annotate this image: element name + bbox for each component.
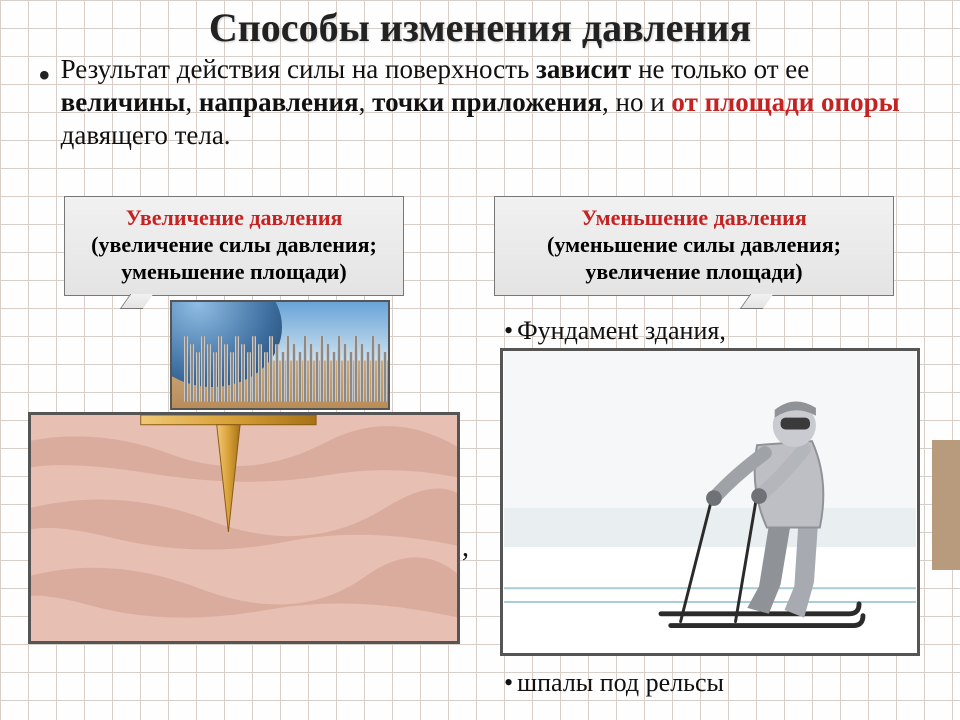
needle-icon [207, 344, 211, 402]
lead-b2: величины [61, 87, 186, 117]
needle-icon [377, 344, 381, 402]
needle-icon [247, 352, 251, 402]
needle-icon [303, 336, 307, 402]
stray-comma: , [462, 532, 469, 564]
wedge-svg [31, 415, 457, 641]
needle-icon [235, 336, 239, 402]
needle-icon [326, 344, 330, 402]
needle-icon [258, 344, 262, 402]
bullet-foundation-text: Фундаменt здания, [517, 316, 726, 346]
needle-icon [286, 336, 290, 402]
lead-bullet-dot: • [38, 57, 51, 93]
skier-svg [503, 351, 917, 653]
needle-icon [190, 344, 194, 402]
needle-icon [218, 336, 222, 402]
callout-left-line1: Увеличение давления [73, 205, 395, 232]
needle-icon [371, 336, 375, 402]
lead-p5: , но и [602, 87, 671, 117]
lead-emphasis: от площади опоры [671, 87, 899, 117]
needle-icon [224, 344, 228, 402]
lead-p4: , [359, 87, 373, 117]
callout-decrease-pressure: Уменьшение давления (уменьшение силы дав… [494, 196, 894, 296]
page-title: Способы изменения давления [0, 0, 960, 51]
lead-p1: Результат действия силы на поверхность [61, 54, 536, 84]
needle-icon [332, 352, 336, 402]
lead-bullet-row: • Результат действия силы на поверхность… [0, 51, 960, 152]
needle-icon [275, 344, 279, 402]
callout-right-line3: увеличение площади) [503, 259, 885, 286]
needle-icon [315, 352, 319, 402]
image-bed-of-nails [170, 300, 390, 410]
lead-p2: не только от ее [631, 54, 809, 84]
needle-icon [292, 344, 296, 402]
lead-b3: направления [199, 87, 359, 117]
lead-text: Результат действия силы на поверхность з… [61, 53, 940, 152]
needle-icon [281, 352, 285, 402]
needle-icon [269, 336, 273, 402]
needle-icon [201, 336, 205, 402]
image-wedge-diagram [28, 412, 460, 644]
bullet-foundation: • Фундаменt здания, [504, 316, 726, 346]
needle-icon [196, 352, 200, 402]
callout-left-line2: (увеличение силы давления; [73, 232, 395, 259]
lead-b4: точки приложения [372, 87, 602, 117]
image-skier [500, 348, 920, 656]
needle-icon [337, 336, 341, 402]
bullet-sleepers-text: шпалы под рельсы [517, 668, 724, 698]
needle-icon [343, 344, 347, 402]
callout-right-line1: Уменьшение давления [503, 205, 885, 232]
needle-icon [360, 344, 364, 402]
needle-icon [213, 352, 217, 402]
lead-p3: , [185, 87, 199, 117]
callout-increase-pressure: Увеличение давления (увеличение силы дав… [64, 196, 404, 296]
needle-icon [264, 352, 268, 402]
bullet-sleepers: • шпалы под рельсы [504, 668, 724, 698]
needle-icon [252, 336, 256, 402]
needle-icon [383, 352, 387, 402]
needle-icon [349, 352, 353, 402]
needle-icon [320, 336, 324, 402]
needle-icon [309, 344, 313, 402]
needle-icon [230, 352, 234, 402]
lead-p6: давящего тела. [61, 120, 231, 150]
lead-b1: зависит [536, 54, 631, 84]
needle-icon [354, 336, 358, 402]
callout-right-line2: (уменьшение силы давления; [503, 232, 885, 259]
needle-icon [184, 336, 188, 402]
callout-left-line3: уменьшение площади) [73, 259, 395, 286]
needle-icon [241, 344, 245, 402]
bullet-dot-icon: • [504, 316, 513, 346]
cropped-edge-strip [932, 440, 960, 570]
needle-icon [366, 352, 370, 402]
needle-icon [298, 352, 302, 402]
bullet-dot-icon: • [504, 668, 513, 698]
